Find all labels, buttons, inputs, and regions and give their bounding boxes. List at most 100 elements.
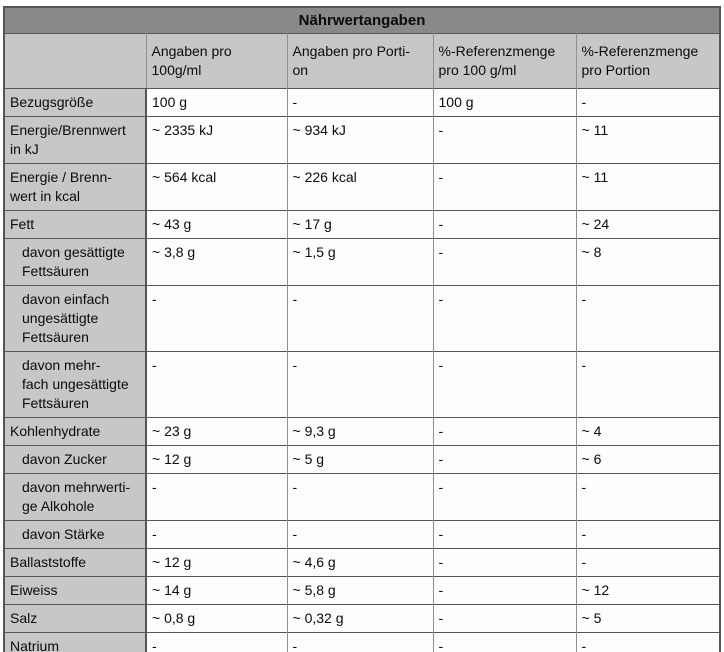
value-cell: ~ 226 kcal (286, 163, 433, 211)
value-cell: ~ 11 (575, 116, 721, 164)
value-cell: ~ 564 kcal (145, 163, 287, 211)
table-row: Bezugsgröße 100 g -100 g- (4, 88, 721, 117)
value-cell: ~ 24 (575, 210, 721, 239)
value-cell: - (432, 417, 576, 446)
header-cell-ref-portion: %-Referenzmenge pro Portion (575, 33, 721, 89)
value-cell: - (432, 632, 576, 652)
row-label: davon mehr- fach ungesättigte Fettsäuren (4, 351, 147, 418)
table-row: davon einfach ungesättigte Fettsäuren - - -… (4, 285, 721, 352)
row-label: Energie / Brenn- wert in kcal (4, 163, 147, 211)
value-cell: ~ 3,8 g (145, 238, 287, 286)
value-cell: ~ 17 g (286, 210, 433, 239)
table-row: Natrium - - - - (4, 632, 721, 652)
value-cell: ~ 934 kJ (286, 116, 433, 164)
row-label: Energie/Brennwert in kJ (4, 116, 147, 164)
value-cell: - (575, 473, 721, 521)
value-cell: - (145, 351, 287, 418)
table-title: Nährwertangaben (4, 7, 721, 34)
value-cell: ~ 12 g (145, 445, 287, 474)
value-cell: ~ 11 (575, 163, 721, 211)
table-row: davon gesättigte Fettsäuren ~ 3,8 g ~ 1,5 … (4, 238, 721, 286)
table-row: davon mehrwerti- ge Alkohole - - - - (4, 473, 721, 521)
row-label: Salz (4, 604, 147, 633)
table-row: Ballaststoffe ~ 12 g ~ 4,6 g-- (4, 548, 721, 577)
value-cell: ~ 8 (575, 238, 721, 286)
row-label: Ballaststoffe (4, 548, 147, 577)
row-label: Eiweiss (4, 576, 147, 605)
value-cell: - (432, 473, 576, 521)
value-cell: - (432, 548, 576, 577)
row-label: davon mehrwerti- ge Alkohole (4, 473, 147, 521)
value-cell: - (432, 520, 576, 549)
value-cell: - (575, 351, 721, 418)
value-cell: - (575, 88, 721, 117)
table-row: Salz ~ 0,8 g ~ 0,32 g - ~ 5 (4, 604, 721, 633)
value-cell: ~ 43 g (145, 210, 287, 239)
value-cell: ~ 4 (575, 417, 721, 446)
value-cell: - (432, 238, 576, 286)
value-cell: ~ 0,8 g (145, 604, 287, 633)
value-cell: - (286, 351, 433, 418)
value-cell: ~ 12 (575, 576, 721, 605)
table-row: davon Zucker ~ 12 g ~ 5 g - ~ 6 (4, 445, 721, 474)
value-cell: - (575, 548, 721, 577)
row-label: Natrium (4, 632, 147, 652)
value-cell: - (145, 632, 287, 652)
value-cell: - (432, 163, 576, 211)
value-cell: - (286, 520, 433, 549)
value-cell: - (575, 632, 721, 652)
value-cell: ~ 14 g (145, 576, 287, 605)
value-cell: - (432, 604, 576, 633)
value-cell: ~ 5 (575, 604, 721, 633)
value-cell: ~ 23 g (145, 417, 287, 446)
value-cell: ~ 6 (575, 445, 721, 474)
row-label: Fett (4, 210, 147, 239)
table-header-row: Angaben pro 100g/ml Angaben pro Porti- o… (4, 33, 721, 89)
value-cell: - (145, 520, 287, 549)
value-cell: - (145, 285, 287, 352)
value-cell: - (432, 116, 576, 164)
header-cell-ref-100g: %-Referenzmenge pro 100 g/ml (432, 33, 576, 89)
table-title-row: Nährwertangaben (4, 7, 721, 34)
table-row: Fett ~ 43 g ~ 17 g - ~ 24 (4, 210, 721, 239)
table-row: Energie / Brenn- wert in kcal ~ 564 kcal ~… (4, 163, 721, 211)
value-cell: ~ 2335 kJ (145, 116, 287, 164)
row-label: davon Zucker (4, 445, 147, 474)
table-row: Energie/Brennwert in kJ ~ 2335 kJ ~ 934 kJ… (4, 116, 721, 164)
value-cell: - (145, 473, 287, 521)
value-cell: ~ 12 g (145, 548, 287, 577)
value-cell: 100 g (145, 88, 287, 117)
value-cell: - (286, 473, 433, 521)
value-cell: - (432, 445, 576, 474)
value-cell: - (286, 88, 433, 117)
value-cell: - (575, 285, 721, 352)
row-label: davon Stärke (4, 520, 147, 549)
value-cell: - (432, 285, 576, 352)
table-row: davon mehr- fach ungesättigte Fettsäuren… (4, 351, 721, 418)
value-cell: ~ 5 g (286, 445, 433, 474)
value-cell: - (575, 520, 721, 549)
value-cell: ~ 0,32 g (286, 604, 433, 633)
value-cell: ~ 4,6 g (286, 548, 433, 577)
value-cell: - (432, 351, 576, 418)
row-label: Kohlenhydrate (4, 417, 147, 446)
nutrition-table: Nährwertangaben Angaben pro 100g/ml Anga… (3, 6, 722, 652)
header-cell-per-100g: Angaben pro 100g/ml (145, 33, 287, 89)
table-row: Eiweiss ~ 14 g ~ 5,8 g - ~ 12 (4, 576, 721, 605)
header-cell-empty (4, 33, 146, 89)
header-cell-per-portion: Angaben pro Porti- on (286, 33, 433, 89)
table-row: Kohlenhydrate ~ 23 g ~ 9,3 g - ~ 4 (4, 417, 721, 446)
value-cell: ~ 9,3 g (286, 417, 433, 446)
value-cell: ~ 1,5 g (286, 238, 433, 286)
table-row: davon Stärke - - - - (4, 520, 721, 549)
value-cell: - (286, 285, 433, 352)
row-label: davon einfach ungesättigte Fettsäuren (4, 285, 147, 352)
value-cell: - (432, 210, 576, 239)
row-label: davon gesättigte Fettsäuren (4, 238, 147, 286)
row-label: Bezugsgröße (4, 88, 147, 117)
value-cell: ~ 5,8 g (286, 576, 433, 605)
value-cell: - (286, 632, 433, 652)
value-cell: 100 g (432, 88, 576, 117)
value-cell: - (432, 576, 576, 605)
